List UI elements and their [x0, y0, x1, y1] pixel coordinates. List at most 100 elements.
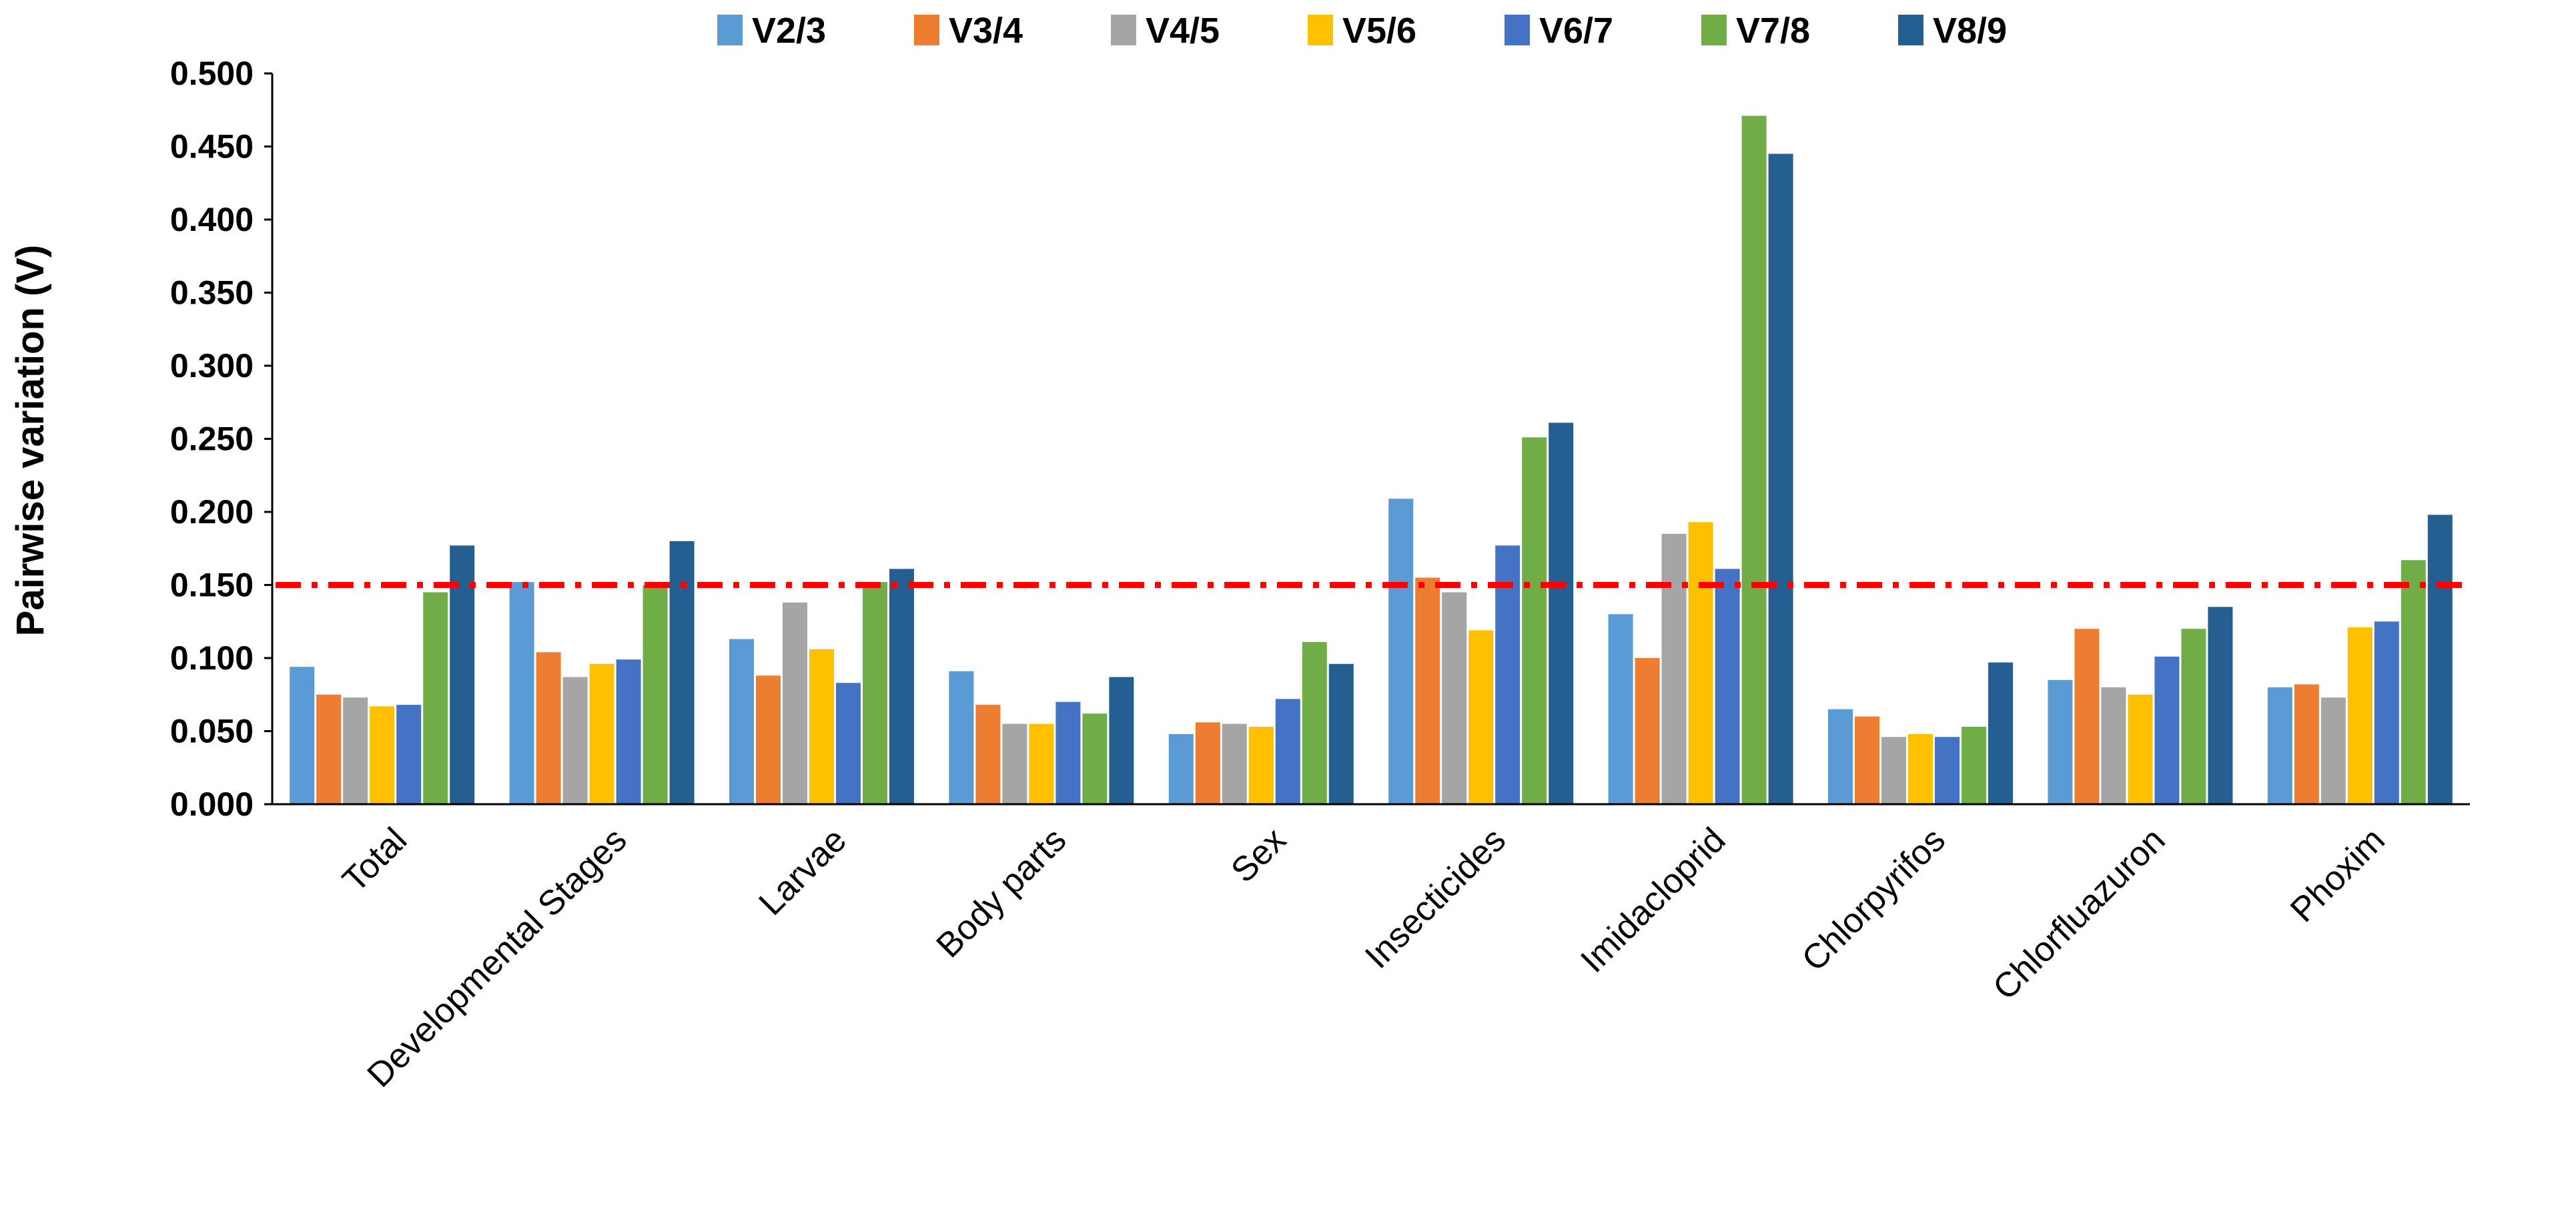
bar-v4-5 [1881, 737, 1906, 804]
bar-v8-9 [2427, 515, 2453, 804]
y-tick-label: 0.250 [170, 420, 254, 458]
bar-v3-4 [1855, 716, 1879, 804]
legend-label: V5/6 [1342, 11, 1416, 51]
bar-v3-4 [1195, 722, 1220, 804]
x-category-label: Insecticides [1358, 820, 1513, 976]
bar-v7-8 [1302, 641, 1327, 804]
bar-v4-5 [562, 677, 588, 804]
bar-v8-9 [1768, 154, 1793, 804]
bar-v5-6 [2128, 694, 2153, 804]
bar-v7-8 [2401, 560, 2426, 804]
legend-label: V7/8 [1736, 11, 1810, 51]
bar-v2-3 [2267, 687, 2292, 804]
y-tick-label: 0.350 [170, 274, 254, 312]
x-category-label: Sex [1224, 820, 1293, 890]
legend: V2/3 V3/4 V4/5 V5/6 V6/7 V7/8 V8/9 [717, 11, 2007, 51]
x-category-label: Chlorpyrifos [1795, 820, 1953, 978]
y-tick-label: 0.100 [170, 639, 254, 677]
bar-v7-8 [1741, 115, 1767, 804]
bar-v7-8 [2181, 629, 2206, 804]
bar-v6-7 [836, 683, 861, 804]
y-tick-label: 0.200 [170, 493, 254, 531]
legend-label: V2/3 [752, 11, 826, 51]
x-category-label: Total [336, 820, 415, 900]
bar-v6-7 [1495, 545, 1521, 804]
bar-v3-4 [975, 705, 1001, 804]
bar-v5-6 [1688, 522, 1713, 804]
bar-v6-7 [1275, 699, 1300, 804]
bar-v2-3 [1168, 733, 1194, 804]
bar-v5-6 [1029, 723, 1054, 804]
bar-v5-6 [1468, 630, 1494, 804]
bar-v8-9 [1328, 663, 1354, 804]
bar-v8-9 [669, 541, 695, 804]
legend-swatch [914, 15, 939, 45]
y-axis-title: Pairwise variation (V) [9, 245, 52, 637]
bar-v3-4 [756, 675, 781, 804]
legend-label: V8/9 [1933, 11, 2007, 51]
legend-label: V6/7 [1539, 11, 1613, 51]
bar-v4-5 [2101, 687, 2126, 804]
y-tick-label: 0.000 [170, 786, 254, 823]
legend-label: V4/5 [1146, 11, 1220, 51]
bar-v4-5 [1002, 723, 1027, 804]
bar-v2-3 [509, 582, 534, 804]
bar-v2-3 [2048, 679, 2073, 804]
bar-v4-5 [2320, 697, 2346, 804]
bar-v5-6 [589, 663, 614, 804]
bar-v3-4 [2294, 684, 2319, 804]
bar-v6-7 [396, 705, 422, 804]
y-tick-labels: 0.000 0.050 0.100 0.150 0.200 0.250 0.300 0.350… [170, 55, 272, 823]
x-category-label: Phoxim [2283, 820, 2393, 930]
bar-v4-5 [343, 697, 368, 804]
bar-v7-8 [1082, 713, 1108, 804]
bar-v2-3 [949, 671, 974, 804]
y-tick-label: 0.500 [170, 55, 254, 92]
bar-v4-5 [1442, 592, 1467, 804]
bar-v2-3 [1608, 614, 1633, 804]
legend-swatch [1898, 15, 1923, 45]
bar-v8-9 [450, 545, 475, 804]
legend-label: V3/4 [949, 11, 1023, 51]
y-tick-label: 0.300 [170, 347, 254, 384]
bar-v2-3 [1388, 499, 1414, 804]
bar-v3-4 [316, 694, 342, 804]
bar-v3-4 [536, 652, 561, 804]
bar-v2-3 [290, 667, 315, 804]
x-category-label: Chlorfluazuron [1986, 820, 2172, 1007]
legend-swatch [1505, 15, 1530, 45]
bar-v7-8 [1522, 437, 1547, 804]
legend-swatch [717, 15, 743, 45]
bar-v8-9 [2208, 607, 2233, 804]
bar-v8-9 [1549, 422, 1574, 804]
bar-v3-4 [2074, 629, 2100, 804]
x-category-label: Developmental Stages [360, 820, 634, 1095]
bar-v2-3 [729, 639, 754, 804]
legend-swatch [1111, 15, 1136, 45]
bar-v4-5 [783, 602, 807, 804]
bar-v7-8 [642, 585, 668, 804]
bar-v8-9 [1109, 677, 1134, 804]
bar-v7-8 [423, 592, 448, 804]
bar-v4-5 [1661, 533, 1687, 804]
x-category-label: Imidacloprid [1573, 820, 1733, 980]
y-tick-label: 0.450 [170, 128, 254, 166]
bar-v8-9 [889, 569, 914, 804]
y-tick-label: 0.150 [170, 567, 254, 604]
y-tick-label: 0.050 [170, 713, 254, 750]
x-category-label: Larvae [752, 820, 854, 922]
bar-v5-6 [1248, 726, 1274, 804]
bar-v5-6 [809, 649, 834, 804]
bar-v2-3 [1828, 709, 1853, 804]
bar-v6-7 [1055, 701, 1081, 804]
x-category-label: Body parts [929, 820, 1074, 965]
bar-v3-4 [1635, 658, 1660, 804]
bar-v6-7 [2154, 656, 2180, 804]
bars-group [290, 115, 2453, 804]
bar-v5-6 [1908, 733, 1933, 804]
bar-v6-7 [2374, 621, 2399, 804]
y-tick-label: 0.400 [170, 201, 254, 238]
